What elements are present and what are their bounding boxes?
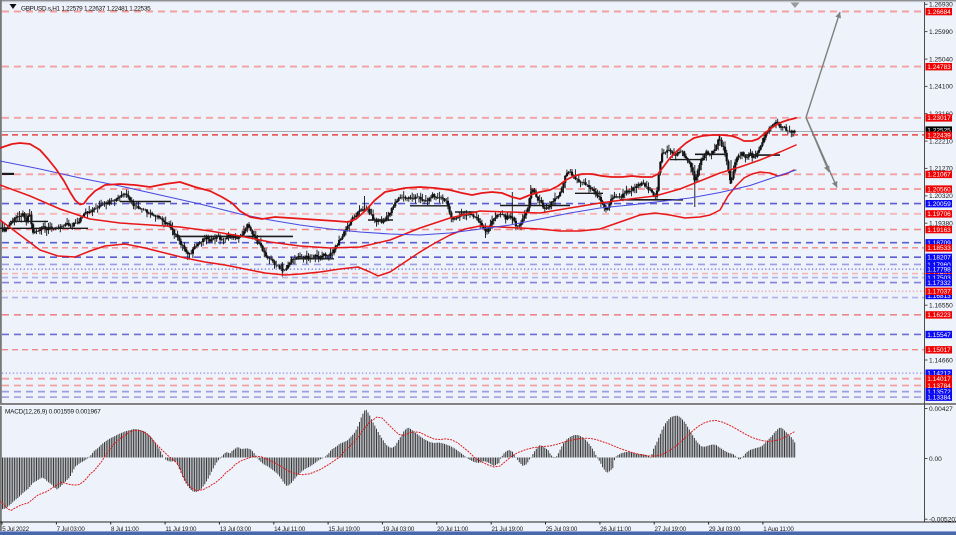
svg-text:1.22525: 1.22525	[927, 127, 951, 134]
svg-text:1.13572: 1.13572	[927, 389, 951, 396]
svg-text:14 Jul 11:00: 14 Jul 11:00	[274, 526, 306, 533]
svg-text:1.15017: 1.15017	[927, 347, 951, 354]
svg-text:8 Jul 11:00: 8 Jul 11:00	[111, 526, 139, 533]
svg-text:1.20320: 1.20320	[929, 193, 953, 200]
svg-text:13 Jul 03:00: 13 Jul 03:00	[220, 526, 252, 533]
svg-text:1.26684: 1.26684	[927, 9, 951, 16]
svg-text:20 Jul 11:00: 20 Jul 11:00	[437, 526, 469, 533]
svg-text:1.16223: 1.16223	[927, 312, 951, 319]
svg-text:25 Jul 03:00: 25 Jul 03:00	[546, 526, 578, 533]
svg-text:GBPUSD.s,H1 1.22579 1.22637 1: GBPUSD.s,H1 1.22579 1.22637 1.22481 1.22…	[21, 5, 151, 12]
svg-text:1.19706: 1.19706	[927, 211, 951, 218]
svg-text:1.20059: 1.20059	[927, 201, 951, 208]
svg-text:1.13784: 1.13784	[927, 383, 951, 390]
svg-text:1.16550: 1.16550	[929, 303, 953, 310]
svg-text:1.24783: 1.24783	[927, 64, 951, 71]
svg-text:0.00: 0.00	[929, 456, 942, 463]
svg-text:1.20560: 1.20560	[927, 186, 951, 193]
svg-text:1.13384: 1.13384	[927, 395, 951, 402]
svg-text:11 Jul 19:00: 11 Jul 19:00	[165, 526, 197, 533]
svg-text:1.14212: 1.14212	[927, 371, 951, 378]
svg-text:MACD(12,26,9) 0.001559 0.00196: MACD(12,26,9) 0.001559 0.001967	[5, 409, 101, 416]
svg-text:1.19380: 1.19380	[929, 221, 953, 228]
svg-text:1.24100: 1.24100	[929, 84, 953, 91]
svg-text:19 Jul 03:00: 19 Jul 03:00	[383, 526, 415, 533]
svg-text:1.14660: 1.14660	[929, 357, 953, 364]
svg-text:21 Jul 19:00: 21 Jul 19:00	[492, 526, 524, 533]
svg-text:29 Jul 03:00: 29 Jul 03:00	[709, 526, 741, 533]
svg-text:1.25040: 1.25040	[929, 56, 953, 63]
svg-text:1.18709: 1.18709	[927, 240, 951, 247]
svg-text:1 Aug 11:00: 1 Aug 11:00	[763, 526, 794, 533]
svg-text:1.17960: 1.17960	[927, 262, 951, 269]
svg-text:1.17503: 1.17503	[927, 275, 951, 282]
svg-text:26 Jul 11:00: 26 Jul 11:00	[600, 526, 632, 533]
svg-text:1.22210: 1.22210	[929, 138, 953, 145]
svg-text:1.14017: 1.14017	[927, 376, 951, 383]
svg-text:1.18533: 1.18533	[927, 245, 951, 252]
svg-text:1.21067: 1.21067	[927, 172, 951, 179]
svg-text:1.22439: 1.22439	[927, 133, 951, 140]
svg-text:1.17037: 1.17037	[927, 289, 951, 296]
svg-text:15 Jul 19:00: 15 Jul 19:00	[328, 526, 360, 533]
svg-text:1.16813: 1.16813	[927, 293, 951, 300]
svg-text:1.15547: 1.15547	[927, 332, 951, 339]
svg-text:5 Jul 2022: 5 Jul 2022	[2, 526, 29, 533]
svg-text:1.21270: 1.21270	[929, 166, 953, 173]
svg-text:1.17332: 1.17332	[927, 280, 951, 287]
svg-text:1.25990: 1.25990	[929, 29, 953, 36]
svg-text:1.17798: 1.17798	[927, 267, 951, 274]
svg-text:1.19163: 1.19163	[927, 227, 951, 234]
svg-text:7 Jul 03:00: 7 Jul 03:00	[57, 526, 86, 533]
svg-text:1.23017: 1.23017	[927, 115, 951, 122]
svg-text:27 Jul 19:00: 27 Jul 19:00	[655, 526, 687, 533]
svg-text:0.00427: 0.00427	[929, 406, 953, 413]
svg-text:1.18207: 1.18207	[927, 255, 951, 262]
svg-text:1.26930: 1.26930	[929, 2, 953, 9]
svg-text:-0.005202: -0.005202	[929, 517, 956, 524]
